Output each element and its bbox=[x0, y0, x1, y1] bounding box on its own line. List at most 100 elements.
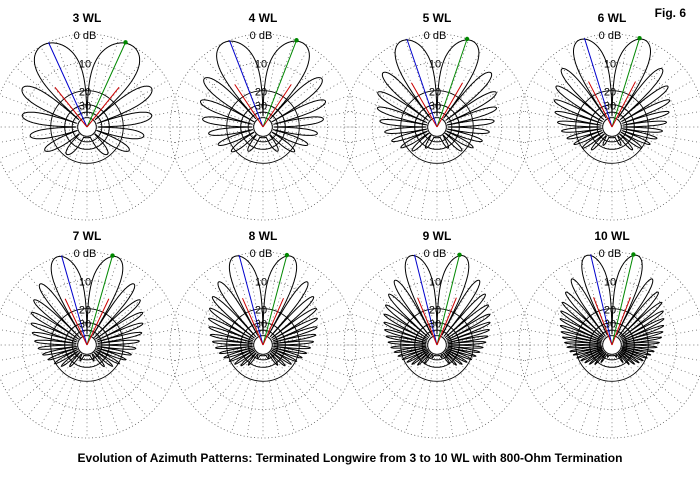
blue-bearing-line bbox=[583, 38, 613, 128]
grid-spoke bbox=[420, 354, 436, 437]
red-bearing-line bbox=[436, 82, 463, 128]
red-bearing-line bbox=[262, 84, 292, 128]
grid-ring bbox=[77, 117, 97, 137]
grid-ring bbox=[372, 62, 502, 192]
scale-label: 30 bbox=[604, 101, 616, 113]
green-bearing-line bbox=[86, 255, 114, 346]
scale-label: 0 dB bbox=[250, 30, 273, 42]
red-bearing-line bbox=[436, 297, 457, 346]
grid-spoke bbox=[271, 129, 351, 160]
grid-ring bbox=[226, 90, 300, 164]
scale-label: 0 dB bbox=[250, 248, 273, 260]
green-bearing-line bbox=[611, 254, 634, 346]
grid-spoke bbox=[264, 136, 280, 219]
green-bearing-line bbox=[262, 40, 298, 128]
scale-label: 30 bbox=[604, 319, 616, 331]
peak-marker bbox=[631, 252, 636, 257]
scale-label: 20 bbox=[255, 305, 267, 317]
grid-ring bbox=[77, 335, 97, 355]
grid-spoke bbox=[439, 353, 470, 433]
red-bearing-line bbox=[64, 298, 88, 346]
grid-spoke bbox=[613, 354, 629, 437]
grid-spoke bbox=[0, 347, 79, 378]
grid-spoke bbox=[614, 39, 645, 119]
plot-title: 5 WL bbox=[423, 11, 452, 25]
blue-bearing-line bbox=[413, 254, 438, 346]
grid-spoke bbox=[230, 353, 261, 433]
grid-ring bbox=[602, 335, 622, 355]
pattern-curve bbox=[553, 38, 671, 151]
grid-ring bbox=[253, 335, 273, 355]
grid-spoke bbox=[95, 347, 175, 378]
red-bearing-line bbox=[593, 297, 613, 346]
scale-label: 30 bbox=[255, 101, 267, 113]
pattern-curve bbox=[200, 40, 326, 153]
scale-label: 0 dB bbox=[599, 30, 622, 42]
grid-ring bbox=[22, 280, 152, 410]
scale-label: 30 bbox=[79, 101, 91, 113]
grid-spoke bbox=[595, 136, 611, 219]
polar-plot-7wl: 0 dB 10 20 30 7 WL bbox=[0, 229, 181, 439]
red-bearing-line bbox=[86, 86, 120, 128]
scale-label: 10 bbox=[79, 276, 91, 288]
peak-marker bbox=[457, 252, 462, 257]
grid-ring bbox=[427, 117, 447, 137]
grid-ring bbox=[198, 280, 328, 410]
grid-spoke bbox=[264, 354, 280, 437]
scale-label: 30 bbox=[255, 319, 267, 331]
scale-label: 0 dB bbox=[74, 248, 97, 260]
scale-label: 0 dB bbox=[424, 30, 447, 42]
grid-ring bbox=[575, 90, 649, 164]
grid-spoke bbox=[439, 135, 470, 215]
red-bearing-line bbox=[417, 297, 438, 346]
grid-ring bbox=[547, 280, 677, 410]
scale-label: 20 bbox=[79, 305, 91, 317]
plot-title: 3 WL bbox=[73, 11, 102, 25]
polar-plot-4wl: 0 dB 10 20 30 4 WL bbox=[169, 11, 357, 221]
peak-marker bbox=[284, 252, 290, 258]
grid-spoke bbox=[438, 136, 454, 219]
grid-spoke bbox=[595, 354, 611, 437]
grid-ring bbox=[575, 308, 649, 382]
scale-label: 20 bbox=[604, 87, 616, 99]
peak-marker bbox=[110, 253, 115, 258]
red-bearing-line bbox=[234, 84, 264, 128]
grid-spoke bbox=[95, 312, 175, 343]
red-bearing-line bbox=[54, 86, 88, 128]
peak-marker bbox=[294, 38, 299, 43]
grid-spoke bbox=[70, 354, 86, 437]
polar-plot-8wl: 0 dB 10 20 30 8 WL bbox=[169, 229, 357, 439]
grid-spoke bbox=[246, 354, 262, 437]
scale-label: 30 bbox=[429, 101, 441, 113]
plot-title: 8 WL bbox=[249, 229, 278, 243]
pattern-curve bbox=[30, 255, 144, 368]
grid-ring bbox=[50, 90, 124, 164]
scale-label: 10 bbox=[604, 276, 616, 288]
pattern-curve bbox=[21, 42, 153, 156]
grid-ring bbox=[0, 33, 181, 221]
green-bearing-line bbox=[262, 254, 288, 346]
blue-bearing-line bbox=[60, 255, 88, 346]
grid-ring bbox=[226, 308, 300, 382]
green-bearing-line bbox=[86, 42, 126, 128]
grid-spoke bbox=[171, 110, 254, 126]
red-bearing-line bbox=[262, 297, 284, 346]
grid-ring bbox=[400, 90, 474, 164]
scale-label: 0 dB bbox=[424, 248, 447, 260]
scale-label: 10 bbox=[255, 58, 267, 70]
grid-spoke bbox=[175, 94, 255, 125]
scale-label: 20 bbox=[604, 305, 616, 317]
plot-title: 7 WL bbox=[73, 229, 102, 243]
grid-spoke bbox=[89, 39, 120, 119]
scale-label: 10 bbox=[429, 58, 441, 70]
grid-spoke bbox=[265, 135, 296, 215]
scale-label: 30 bbox=[79, 319, 91, 331]
polar-plot-3wl: 0 dB 10 20 30 3 WL bbox=[0, 11, 181, 221]
grid-spoke bbox=[246, 136, 262, 219]
grid-spoke bbox=[230, 135, 261, 215]
green-bearing-line bbox=[436, 38, 468, 128]
grid-ring bbox=[50, 308, 124, 382]
red-bearing-line bbox=[611, 297, 631, 346]
red-bearing-line bbox=[588, 81, 613, 128]
grid-spoke bbox=[439, 257, 470, 337]
